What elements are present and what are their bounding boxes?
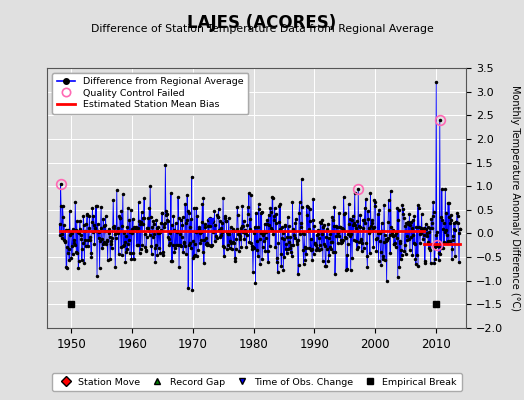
- Text: Difference of Station Temperature Data from Regional Average: Difference of Station Temperature Data f…: [91, 24, 433, 34]
- Legend: Difference from Regional Average, Quality Control Failed, Estimated Station Mean: Difference from Regional Average, Qualit…: [52, 73, 248, 114]
- Y-axis label: Monthly Temperature Anomaly Difference (°C): Monthly Temperature Anomaly Difference (…: [510, 85, 520, 311]
- Legend: Station Move, Record Gap, Time of Obs. Change, Empirical Break: Station Move, Record Gap, Time of Obs. C…: [52, 373, 462, 391]
- Text: Berkeley Earth: Berkeley Earth: [385, 380, 461, 390]
- Text: LAJES (ACORES): LAJES (ACORES): [188, 14, 336, 32]
